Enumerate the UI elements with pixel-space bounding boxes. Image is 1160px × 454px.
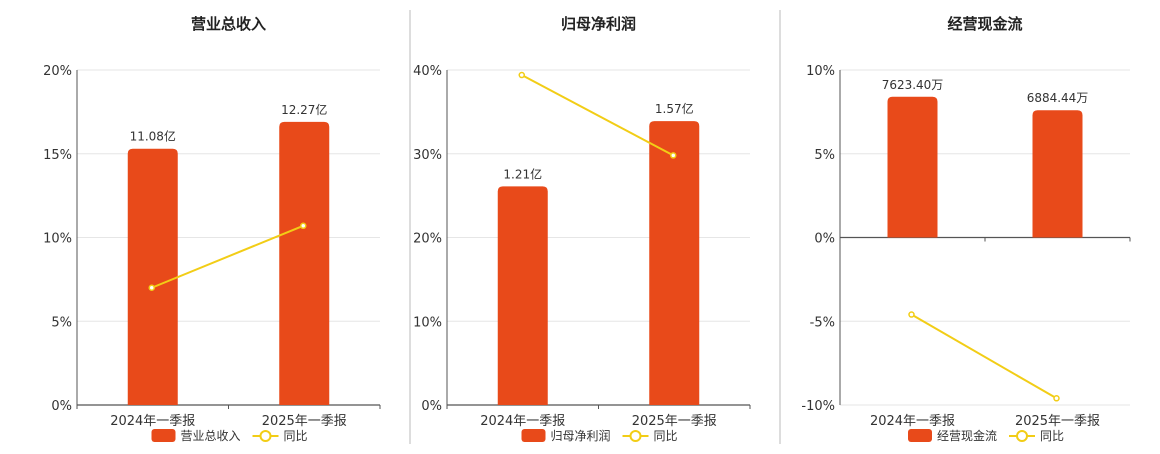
legend-line-label: 同比 xyxy=(654,429,678,443)
bar xyxy=(497,186,548,405)
yoy-line xyxy=(521,74,674,157)
chart-title: 经营现金流 xyxy=(947,15,1022,33)
yoy-line xyxy=(151,224,304,289)
bar-data-label: 11.08亿 xyxy=(130,129,176,144)
x-tick-label: 2024年一季报 xyxy=(480,414,565,429)
y-tick-label: 0% xyxy=(814,232,835,247)
legend-line-label: 同比 xyxy=(1040,429,1064,443)
y-tick-label: -10% xyxy=(801,399,835,414)
bar xyxy=(279,121,330,406)
chart-title: 营业总收入 xyxy=(191,15,266,33)
bar xyxy=(887,96,938,238)
bar xyxy=(649,121,700,406)
bar-data-label: 7623.40万 xyxy=(882,78,944,92)
y-tick-label: 10% xyxy=(806,64,835,79)
y-tick-label: 5% xyxy=(51,315,72,330)
yoy-line xyxy=(910,313,1058,400)
bar xyxy=(127,148,178,405)
y-tick-label: 15% xyxy=(43,148,72,163)
legend-bar-swatch xyxy=(908,429,932,442)
bar-data-label: 1.21亿 xyxy=(503,166,542,181)
y-tick-label: 20% xyxy=(43,64,72,79)
yoy-point xyxy=(1053,395,1060,402)
legend-bar-swatch xyxy=(521,429,546,442)
x-tick-label: 2025年一季报 xyxy=(262,414,347,429)
y-tick-label: 20% xyxy=(413,232,442,247)
yoy-point xyxy=(300,222,307,230)
bar-data-label: 1.57亿 xyxy=(655,101,694,116)
y-tick-label: -5% xyxy=(810,315,835,330)
x-tick-label: 2025年一季报 xyxy=(632,414,717,429)
y-tick-label: 30% xyxy=(413,148,442,163)
x-tick-label: 2024年一季报 xyxy=(110,414,195,429)
y-tick-label: 10% xyxy=(43,232,72,247)
legend-line-marker xyxy=(259,430,272,442)
yoy-point xyxy=(518,71,525,79)
y-tick-label: 5% xyxy=(814,148,835,163)
legend-line-marker xyxy=(629,430,642,442)
bar xyxy=(1032,110,1083,238)
yoy-point xyxy=(148,284,155,291)
legend-bar-swatch xyxy=(151,429,176,442)
y-tick-label: 0% xyxy=(51,399,72,414)
legend-line-marker xyxy=(1016,430,1028,442)
y-tick-label: 0% xyxy=(421,399,442,414)
x-tick-label: 2024年一季报 xyxy=(870,414,955,429)
x-tick-label: 2025年一季报 xyxy=(1015,414,1100,429)
bar-data-label: 12.27亿 xyxy=(281,102,327,117)
y-tick-label: 40% xyxy=(413,64,442,79)
chart-title: 归母净利润 xyxy=(561,15,636,33)
yoy-point xyxy=(908,311,915,318)
legend-bar-label: 营业总收入 xyxy=(181,429,241,443)
legend-bar-label: 经营现金流 xyxy=(937,428,997,443)
legend-line-label: 同比 xyxy=(284,429,308,443)
y-tick-label: 10% xyxy=(413,315,442,330)
yoy-point xyxy=(670,152,677,159)
bar-data-label: 6884.44万 xyxy=(1027,91,1089,105)
legend-bar-label: 归母净利润 xyxy=(551,429,611,443)
